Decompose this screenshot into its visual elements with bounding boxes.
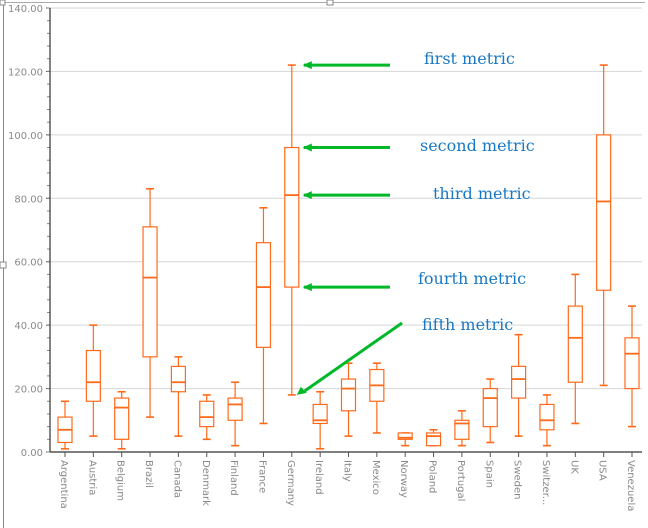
x-tick-label: Portugal: [455, 460, 466, 501]
box-denmark: [199, 394, 215, 441]
x-tick-label: Ireland: [313, 460, 324, 495]
box-poland: [425, 428, 442, 447]
x-tick-label: Argentina: [58, 460, 69, 509]
y-tick-label: 60.00: [14, 258, 43, 269]
x-tick-label: Italy: [342, 460, 353, 482]
box-sweden: [511, 333, 527, 437]
x-tick-label: Switzer...: [540, 460, 551, 505]
box-portugal: [454, 409, 470, 447]
iqr-box: [142, 226, 158, 358]
box-mexico: [369, 362, 385, 434]
y-tick-label: 0.00: [21, 448, 43, 459]
x-tick-label: Denmark: [200, 460, 211, 506]
box-ireland: [312, 390, 328, 450]
x-tick-label: Norway: [398, 460, 409, 498]
annotation-label: second metric: [420, 136, 535, 155]
annotation-label: fourth metric: [418, 269, 526, 288]
x-tick-label: USA: [597, 460, 608, 481]
box-norway: [397, 432, 413, 447]
y-tick-label: 20.00: [14, 385, 43, 396]
annotation-label: fifth metric: [422, 315, 513, 334]
resize-handle[interactable]: [0, 261, 7, 269]
iqr-box: [284, 146, 300, 288]
iqr-box: [170, 365, 186, 393]
arrow: [303, 321, 403, 393]
box-canada: [170, 356, 186, 437]
x-tick-label: Germany: [285, 460, 296, 506]
box-austria: [85, 324, 101, 437]
iqr-box: [596, 134, 612, 291]
x-tick-label: Mexico: [370, 460, 381, 495]
x-tick-label: Poland: [427, 460, 438, 493]
box-belgium: [114, 390, 130, 450]
box-venezuela: [624, 305, 640, 428]
iqr-box: [397, 432, 413, 440]
x-tick-label: France: [256, 460, 267, 493]
box-uk: [567, 273, 583, 425]
box-brazil: [142, 187, 158, 418]
annotations: first metric second metric third metric fou…: [296, 49, 535, 395]
iqr-box: [312, 403, 328, 425]
x-tick-label: Finland: [228, 460, 239, 496]
x-tick-label: Canada: [171, 460, 182, 498]
iqr-box: [624, 337, 640, 390]
arrow-head: [302, 143, 312, 152]
y-tick-label: 100.00: [8, 131, 43, 142]
iqr-box: [255, 242, 272, 348]
box-italy: [340, 362, 357, 437]
annotation-label: first metric: [424, 49, 515, 68]
iqr-box: [425, 432, 442, 447]
iqr-box: [511, 365, 527, 399]
box-france: [255, 207, 272, 425]
x-tick-label: UK: [568, 460, 579, 474]
x-tick-label: Brazil: [143, 460, 154, 488]
box-switzer: [539, 394, 555, 447]
iqr-box: [454, 419, 470, 440]
iqr-box: [567, 305, 583, 383]
y-tick-label: 120.00: [8, 67, 43, 78]
iqr-box: [227, 397, 243, 421]
arrow-head: [302, 283, 312, 292]
x-tick-label: Belgium: [115, 460, 126, 501]
resize-handle[interactable]: [0, 0, 6, 6]
resize-handle[interactable]: [326, 0, 334, 6]
y-tick-label: 80.00: [14, 194, 43, 205]
iqr-box: [539, 403, 555, 431]
annotation-label: third metric: [433, 184, 531, 203]
box-spain: [482, 378, 498, 444]
arrow-head: [296, 386, 307, 395]
boxes: [57, 64, 640, 450]
iqr-box: [340, 378, 357, 412]
iqr-box: [114, 397, 130, 440]
box-usa: [596, 64, 612, 387]
x-axis: Argentina Austria Belgium Brazil Canada Denma…: [50, 451, 642, 511]
box-finland: [227, 381, 243, 447]
iqr-box: [85, 349, 101, 402]
y-tick-label: 40.00: [14, 321, 43, 332]
box-argentina: [57, 400, 73, 450]
x-tick-label: Venezuela: [625, 460, 636, 511]
x-tick-label: Sweden: [512, 460, 523, 500]
box-germany: [284, 64, 300, 396]
iqr-box: [482, 387, 498, 428]
x-tick-label: Austria: [86, 460, 97, 495]
iqr-box: [199, 400, 215, 428]
y-axis: 0.00 20.00 40.00 60.00 80.00 100.00 120.00 140.…: [8, 4, 51, 459]
arrow-head: [302, 191, 312, 200]
x-tick-label: Spain: [483, 460, 494, 488]
arrow-head: [302, 61, 312, 70]
y-tick-label: 140.00: [8, 4, 43, 15]
